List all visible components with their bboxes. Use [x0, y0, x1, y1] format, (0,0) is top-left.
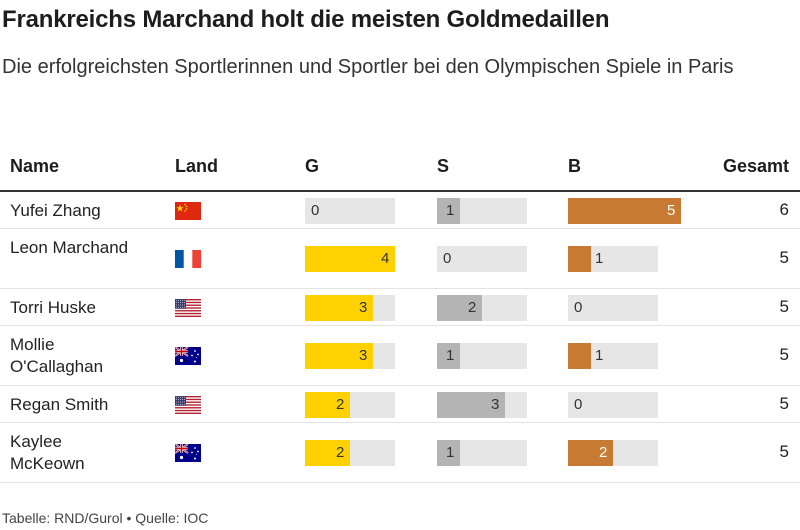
- bronze-value-label: 0: [574, 395, 583, 413]
- gold-value-label: 0: [311, 201, 320, 219]
- table-row: Yufei Zhang 0 1 5 6: [0, 192, 800, 229]
- bronze-value-label: 2: [599, 444, 608, 461]
- silver-bar-track: 1: [437, 343, 527, 369]
- gold-bar: [305, 440, 350, 466]
- gold-value-label: 4: [381, 250, 390, 267]
- silver-value-label: 0: [443, 250, 452, 267]
- total-medals: 5: [779, 296, 789, 316]
- silver-bar: [437, 440, 460, 466]
- bronze-bar: [568, 440, 613, 466]
- usa-flag-icon: [175, 298, 201, 317]
- gold-bar-track: 0: [305, 197, 395, 224]
- silver-value-label: 1: [446, 347, 455, 364]
- france-flag-icon: [175, 250, 201, 268]
- bronze-bar-track: 1: [568, 246, 658, 272]
- bronze-bar: [568, 343, 591, 369]
- source-footer: Tabelle: RND/Gurol • Quelle: IOC: [2, 510, 209, 526]
- silver-value-label: 3: [491, 395, 500, 413]
- australia-flag-icon: [174, 443, 201, 462]
- header-divider: [0, 190, 800, 192]
- gold-value-label: 2: [336, 395, 345, 413]
- silver-bar-track: 3: [437, 391, 527, 418]
- gold-value-label: 3: [359, 347, 368, 364]
- bronze-value-label: 1: [595, 347, 604, 364]
- gold-bar-track: 2: [305, 440, 395, 466]
- silver-bar-track: 1: [437, 197, 527, 224]
- bronze-bar-track: 5: [568, 197, 681, 224]
- bronze-bar: [568, 197, 681, 224]
- silver-bar-track: 0: [437, 246, 527, 272]
- bronze-bar-track: 0: [568, 391, 658, 418]
- athlete-name: Yufei Zhang: [10, 200, 101, 220]
- silver-bar: [437, 343, 460, 369]
- table-row: Regan Smith 2 3 0 5: [0, 386, 800, 423]
- total-medals: 5: [779, 248, 789, 267]
- table-row: Torri Huske 3 2 0 5: [0, 289, 800, 326]
- gold-bar: [305, 343, 373, 369]
- athlete-name: Regan Smith: [10, 394, 109, 414]
- silver-bar: [437, 294, 482, 321]
- bronze-bar-track: 1: [568, 343, 658, 369]
- bronze-bar-track: 2: [568, 440, 658, 466]
- total-medals: 5: [779, 345, 789, 364]
- total-medals: 5: [779, 442, 789, 461]
- usa-flag-icon: [175, 395, 201, 414]
- bronze-bar: [568, 246, 591, 272]
- athlete-name: Torri Huske: [10, 297, 96, 317]
- bronze-value-label: 0: [574, 298, 583, 316]
- silver-bar-track: 1: [437, 440, 527, 466]
- china-flag-icon: [175, 201, 201, 220]
- column-header-name: Name: [10, 156, 60, 176]
- chart-subtitle: Die erfolgreichsten Sportlerinnen und Sp…: [2, 56, 734, 78]
- gold-value-label: 2: [336, 444, 345, 461]
- silver-value-label: 1: [446, 444, 455, 461]
- column-header-country: Land: [175, 156, 218, 176]
- total-medals: 6: [779, 199, 789, 219]
- gold-bar-track: 2: [305, 391, 395, 418]
- bronze-value-label: 1: [595, 250, 604, 267]
- gold-bar-track: 4: [305, 246, 395, 272]
- total-medals: 5: [779, 393, 789, 413]
- column-header-gold: G: [305, 156, 320, 176]
- gold-bar: [305, 294, 373, 321]
- bronze-bar-track: 0: [568, 294, 658, 321]
- gold-value-label: 3: [359, 298, 368, 316]
- bronze-value-label: 5: [667, 201, 676, 219]
- silver-bar: [437, 391, 505, 418]
- gold-bar: [305, 391, 350, 418]
- australia-flag-icon: [174, 346, 201, 365]
- column-header-silver: S: [437, 156, 450, 176]
- column-header-bronze: B: [568, 156, 581, 176]
- silver-bar: [437, 197, 460, 224]
- silver-value-label: 2: [468, 298, 477, 316]
- silver-value-label: 1: [446, 201, 455, 219]
- table-row: Kaylee McKeown 2 1 2 5: [0, 423, 800, 483]
- table-row: Mollie O'Callaghan 3 1 1 5: [0, 326, 800, 386]
- gold-bar: [305, 246, 395, 272]
- table-row: Leon Marchand 4 0 1 5: [0, 229, 800, 289]
- column-header-total: Gesamt: [722, 156, 789, 176]
- athlete-name: Mollie O'Callaghan: [10, 335, 104, 376]
- athlete-name: Leon Marchand: [10, 238, 129, 257]
- silver-bar-track: 2: [437, 294, 527, 321]
- chart-title: Frankreichs Marchand holt die meisten Go…: [2, 6, 610, 33]
- gold-bar-track: 3: [305, 294, 395, 321]
- athlete-name: Kaylee McKeown: [10, 432, 85, 473]
- gold-bar-track: 3: [305, 343, 395, 369]
